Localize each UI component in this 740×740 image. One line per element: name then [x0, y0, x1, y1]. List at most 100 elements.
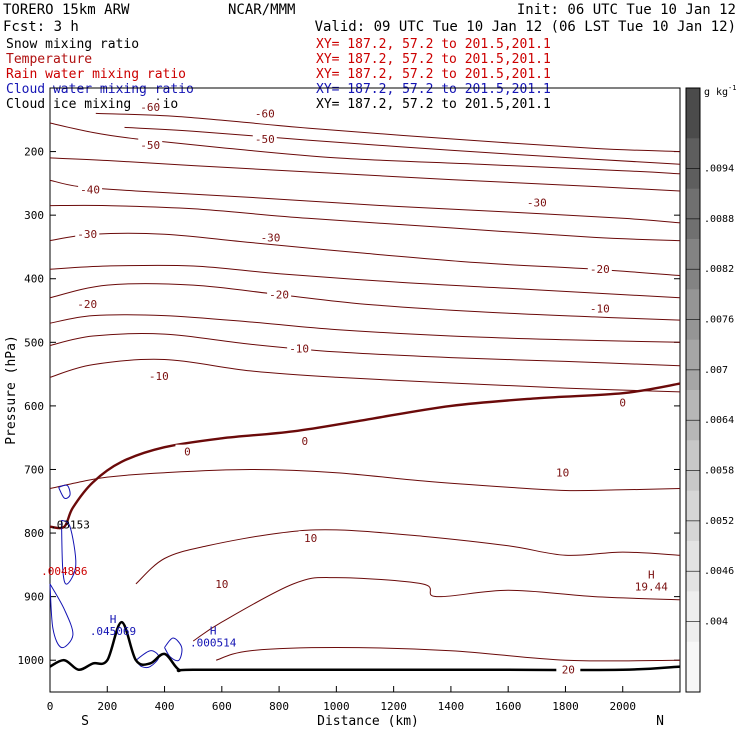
- north-label: N: [656, 714, 664, 729]
- cloud-water-contour: [49, 583, 74, 649]
- center-label: NCAR/MMM: [228, 2, 295, 18]
- contour-label-bg: [550, 465, 575, 478]
- temperature-contour: [49, 122, 681, 175]
- temperature-contour: [49, 314, 681, 343]
- temperature-contour: [124, 126, 681, 165]
- contour-label: -50: [255, 133, 275, 146]
- field-xy: XY= 187.2, 57.2 to 201.5,201.1: [316, 82, 551, 97]
- cloud-water-contour: [164, 637, 183, 662]
- contour-label: -30: [261, 231, 281, 244]
- model-title: TORERO 15km ARW: [3, 2, 130, 18]
- x-axis-label: Distance (km): [317, 714, 419, 729]
- x-tick-label: 1400: [438, 700, 465, 713]
- colorbar-tick-label: .0046: [704, 566, 734, 577]
- colorbar-swatch: [686, 641, 700, 693]
- field-legend: Snow mixing ratio XY= 187.2, 57.2 to 201.…: [6, 37, 551, 112]
- colorbar-swatch: [686, 490, 700, 542]
- contour-label-bg: [298, 531, 323, 544]
- x-tick-label: 1200: [380, 700, 407, 713]
- colorbar-swatch: [686, 188, 700, 240]
- contour-label: 20: [562, 664, 575, 677]
- extremum-value: .000514: [190, 636, 237, 649]
- x-tick-label: 1000: [323, 700, 350, 713]
- forecast-hour: Fcst: 3 h: [3, 19, 79, 35]
- field-label: Temperature: [6, 52, 92, 67]
- contour-labels: -60 -60 -50 -50 -40 -30 -30 -30 -20 -20 -20 -10 -10 -…: [75, 100, 635, 677]
- colorbar-swatch: [686, 88, 700, 139]
- field-xy: XY= 187.2, 57.2 to 201.5,201.1: [316, 97, 551, 112]
- x-tick-label: 200: [97, 700, 117, 713]
- y-axis-label: Pressure (hPa): [4, 335, 19, 445]
- colorbar-swatch: [686, 289, 700, 341]
- colorbar-units-exp: -1: [728, 84, 736, 92]
- field-label: Cloud water mixing ratio: [6, 82, 194, 97]
- y-tick-label: 400: [24, 273, 44, 286]
- temperature-contour: [49, 283, 681, 321]
- cloud-water-contour: [61, 519, 77, 585]
- contour-label: -10: [289, 343, 309, 356]
- contour-label-bg: [267, 287, 292, 300]
- x-tick-label: 2000: [609, 700, 636, 713]
- y-tick-label: 800: [24, 527, 44, 540]
- contour-label: 0: [184, 446, 191, 459]
- contour-label-bg: [610, 395, 635, 408]
- contour-label-bg: [287, 341, 312, 354]
- extremum-symbol: H: [110, 613, 117, 626]
- colorbar-tick-label: .0052: [704, 516, 734, 527]
- y-tick-label: 1000: [18, 654, 45, 667]
- x-tick-label: 0: [47, 700, 54, 713]
- terrain: [49, 620, 681, 673]
- contour-label-bg: [209, 576, 234, 589]
- contour-label-bg: [146, 369, 171, 382]
- valid-time: Valid: 09 UTC Tue 10 Jan 12 (06 LST Tue …: [315, 19, 736, 35]
- temperature-contour: [49, 468, 681, 492]
- colorbar-tick-label: .0058: [704, 466, 734, 477]
- extremum-symbol: H: [648, 568, 655, 581]
- colorbar-tick-label: .0082: [704, 264, 734, 275]
- extremum-symbol: H: [210, 624, 217, 637]
- field-xy: XY= 187.2, 57.2 to 201.5,201.1: [316, 37, 551, 52]
- contour-label-bg: [587, 301, 612, 314]
- field-xy: XY= 187.2, 57.2 to 201.5,201.1: [316, 67, 551, 82]
- contour-label: 10: [304, 532, 317, 545]
- x-tick-label: 800: [269, 700, 289, 713]
- x-tick-label: 1600: [495, 700, 522, 713]
- contour-label-bg: [78, 182, 103, 195]
- contour-label-bg: [138, 138, 163, 151]
- cloud-water-contours: [49, 484, 183, 669]
- colorbar-tick-label: .0094: [704, 164, 734, 175]
- extremum-value: .03153: [50, 519, 90, 532]
- contour-label-bg: [252, 131, 277, 144]
- colorbar-swatch: [686, 541, 700, 592]
- contour-label-bg: [524, 195, 549, 208]
- y-tick-label: 900: [24, 591, 44, 604]
- y-tick-label: 500: [24, 336, 44, 349]
- temperature-contour: [49, 204, 681, 242]
- y-tick-label: 600: [24, 400, 44, 413]
- contour-label-bg: [252, 106, 277, 119]
- x-tick-label: 600: [212, 700, 232, 713]
- colorbar-frame: [685, 87, 701, 693]
- contour-label-bg: [75, 297, 100, 310]
- south-label: S: [81, 714, 89, 729]
- colorbar-swatch: [686, 591, 700, 643]
- colorbar-tick-label: .004: [704, 617, 728, 628]
- temperature-contour: [192, 577, 681, 642]
- plot-frame: [49, 87, 681, 693]
- colorbar-swatch: [686, 390, 700, 441]
- colorbar-swatch: [686, 138, 700, 190]
- extremum-value: .045069: [90, 625, 136, 638]
- temperature-contour: [215, 646, 681, 662]
- x-axis: 0 200 400 600 800 1000 1200 1400 1600 1800 2000: [47, 686, 636, 713]
- temperature-contour: [135, 529, 681, 585]
- contour-label-bg: [556, 662, 581, 675]
- temperature-contour: [95, 112, 681, 153]
- contour-label-bg: [292, 433, 317, 446]
- temperature-contour: [49, 358, 681, 393]
- field-xy: XY= 187.2, 57.2 to 201.5,201.1: [316, 52, 551, 67]
- contour-label-bg: [587, 262, 612, 275]
- contour-label: -10: [590, 303, 610, 316]
- cloud-water-contour: [58, 484, 71, 499]
